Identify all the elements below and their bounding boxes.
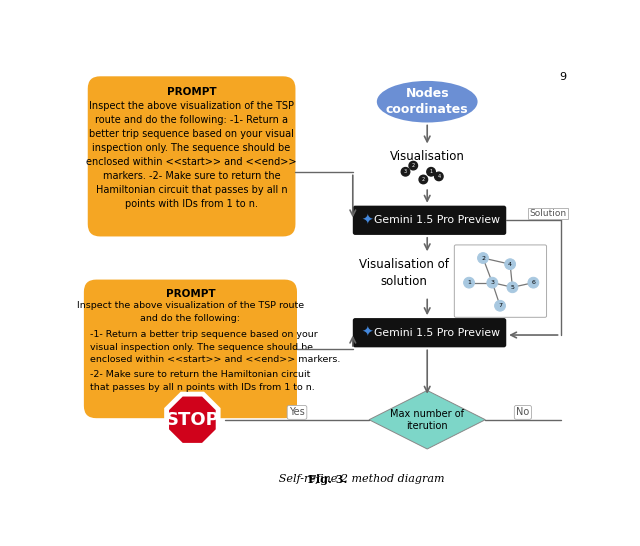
Text: 7: 7 [498, 303, 502, 308]
Text: 2: 2 [412, 163, 415, 168]
Text: 3: 3 [404, 169, 407, 174]
Text: 1: 1 [467, 280, 471, 285]
Circle shape [463, 277, 474, 288]
Circle shape [477, 253, 488, 263]
Polygon shape [166, 394, 218, 446]
Text: 1: 1 [429, 169, 433, 174]
Text: Inspect the above visualization of the TSP
route and do the following: -1- Retur: Inspect the above visualization of the T… [86, 101, 297, 209]
Text: Gemini 1.5 Pro Preview: Gemini 1.5 Pro Preview [374, 215, 500, 225]
Text: Fig. 3.: Fig. 3. [308, 473, 348, 485]
Text: Max number of
iterution: Max number of iterution [390, 408, 464, 431]
Circle shape [505, 259, 516, 270]
Polygon shape [166, 394, 218, 446]
Text: -2- Make sure to return the Hamiltonian circuit
that passes by all n points with: -2- Make sure to return the Hamiltonian … [90, 370, 315, 392]
Circle shape [409, 162, 417, 170]
Text: PROMPT: PROMPT [166, 289, 215, 299]
Text: Solution: Solution [529, 209, 566, 218]
FancyBboxPatch shape [88, 76, 296, 236]
Circle shape [435, 172, 443, 181]
Text: 4: 4 [508, 262, 512, 266]
Text: 6: 6 [531, 280, 535, 285]
Text: 3: 3 [490, 280, 494, 285]
Text: 9: 9 [559, 72, 566, 82]
Circle shape [401, 168, 410, 176]
Circle shape [427, 168, 435, 176]
FancyBboxPatch shape [353, 318, 506, 347]
Text: 4: 4 [437, 174, 440, 179]
Text: Yes: Yes [289, 407, 305, 417]
Polygon shape [369, 390, 485, 449]
Text: 5: 5 [511, 285, 515, 290]
Text: ✦: ✦ [361, 213, 372, 227]
Text: Visualisation: Visualisation [390, 150, 465, 163]
Circle shape [507, 282, 518, 293]
Text: ✦: ✦ [361, 326, 372, 340]
Ellipse shape [377, 81, 477, 122]
Circle shape [495, 300, 506, 311]
Circle shape [487, 277, 498, 288]
Text: PROMPT: PROMPT [167, 87, 216, 97]
Text: Nodes
coordinates: Nodes coordinates [386, 87, 468, 116]
Text: Self-refine 2 method diagram: Self-refine 2 method diagram [212, 473, 444, 484]
Text: 2: 2 [481, 256, 485, 260]
Text: Inspect the above visualization of the TSP route
and do the following:: Inspect the above visualization of the T… [77, 301, 304, 323]
Text: Visualisation of
solution: Visualisation of solution [359, 258, 449, 288]
Text: No: No [516, 407, 529, 417]
Circle shape [419, 175, 428, 183]
FancyBboxPatch shape [353, 206, 506, 235]
Text: -1- Return a better trip sequence based on your
visual inspection only. The sequ: -1- Return a better trip sequence based … [90, 330, 340, 364]
Circle shape [528, 277, 539, 288]
Text: Gemini 1.5 Pro Preview: Gemini 1.5 Pro Preview [374, 328, 500, 338]
Text: 2: 2 [422, 177, 425, 182]
Text: STOP: STOP [166, 411, 220, 429]
FancyBboxPatch shape [84, 280, 297, 418]
